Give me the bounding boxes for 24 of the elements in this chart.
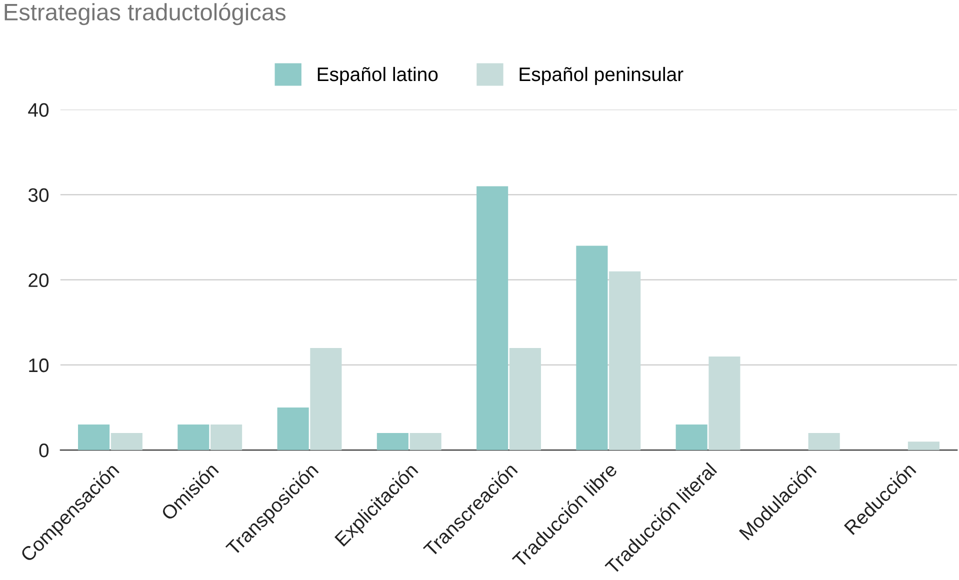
bar bbox=[808, 433, 840, 450]
bar bbox=[609, 271, 641, 450]
bar bbox=[509, 348, 541, 450]
bar bbox=[908, 442, 940, 450]
y-tick-label: 40 bbox=[28, 103, 49, 117]
bar bbox=[210, 424, 242, 450]
bar bbox=[376, 433, 408, 450]
bar bbox=[310, 348, 342, 450]
bar bbox=[476, 186, 508, 450]
bar bbox=[78, 424, 110, 450]
bar bbox=[576, 246, 608, 450]
y-tick-label: 20 bbox=[28, 273, 49, 288]
bar bbox=[277, 408, 309, 450]
bar bbox=[708, 356, 740, 450]
y-tick-label: 0 bbox=[39, 444, 49, 458]
bar bbox=[110, 433, 142, 450]
chart-title: Estrategias traductológicas bbox=[4, 2, 286, 26]
bar bbox=[410, 433, 442, 450]
legend-label: Español latino bbox=[318, 66, 438, 86]
y-tick-label: 30 bbox=[28, 188, 49, 202]
y-tick-label: 10 bbox=[29, 358, 49, 372]
bar bbox=[676, 424, 708, 450]
bar bbox=[178, 424, 210, 450]
legend-label: Español peninsular bbox=[520, 66, 684, 86]
